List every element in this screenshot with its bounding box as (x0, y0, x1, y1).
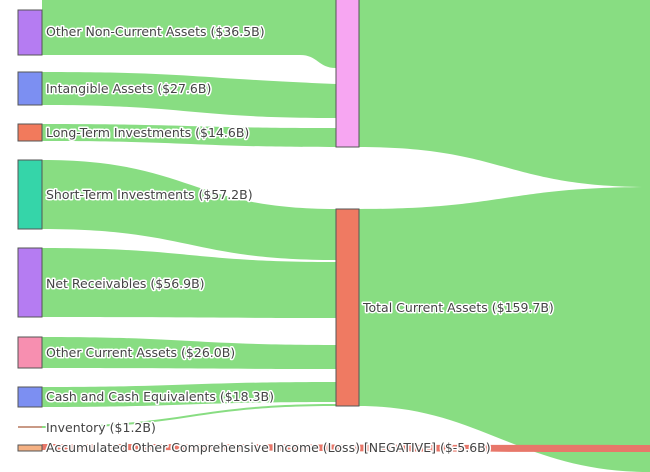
node-other-non-current-assets (17, 9, 43, 56)
link-non-current-to-total (359, 0, 650, 187)
label-cash-and-cash-equivalents: Cash and Cash Equivalents ($18.3B) (46, 389, 274, 404)
link-current-to-total (359, 187, 650, 472)
node-other-current-assets (17, 336, 43, 369)
label-total-current-assets: Total Current Assets ($159.7B) (362, 300, 554, 315)
node-short-term-investments (17, 159, 43, 230)
link-other-non-current-assets (42, 0, 336, 68)
node-total-current-assets (335, 208, 360, 407)
node-aoci (17, 444, 43, 452)
link-cash-and-cash-equivalents (42, 382, 336, 407)
node-intangible-assets (17, 71, 43, 106)
label-other-non-current-assets: Other Non-Current Assets ($36.5B) (46, 24, 265, 39)
link-other-current-assets (42, 337, 336, 369)
label-intangible-assets: Intangible Assets ($27.6B) (46, 81, 211, 96)
nodes (17, 0, 360, 452)
label-long-term-investments: Long-Term Investments ($14.6B) (46, 125, 249, 140)
label-net-receivables: Net Receivables ($56.9B) (46, 276, 205, 291)
links (42, 0, 650, 472)
node-inventory (18, 426, 42, 428)
link-aoci-negative (42, 444, 650, 452)
link-long-term-investments (42, 124, 336, 147)
label-other-current-assets: Other Current Assets ($26.0B) (46, 345, 235, 360)
link-short-term-investments (42, 160, 336, 260)
node-long-term-investments (17, 123, 43, 142)
label-inventory: Inventory ($1.2B) (46, 420, 156, 435)
label-short-term-investments: Short-Term Investments ($57.2B) (46, 187, 253, 202)
link-intangible-assets (42, 72, 336, 118)
node-net-receivables (17, 247, 43, 318)
label-aoci: Accumulated Other Comprehensive Income (… (46, 440, 491, 455)
link-net-receivables (42, 248, 336, 318)
node-non-current-assets (335, 0, 360, 148)
labels: Other Non-Current Assets ($36.5B) Intang… (45, 23, 556, 457)
link-inventory (42, 404, 336, 428)
node-cash-and-cash-equivalents (17, 386, 43, 408)
